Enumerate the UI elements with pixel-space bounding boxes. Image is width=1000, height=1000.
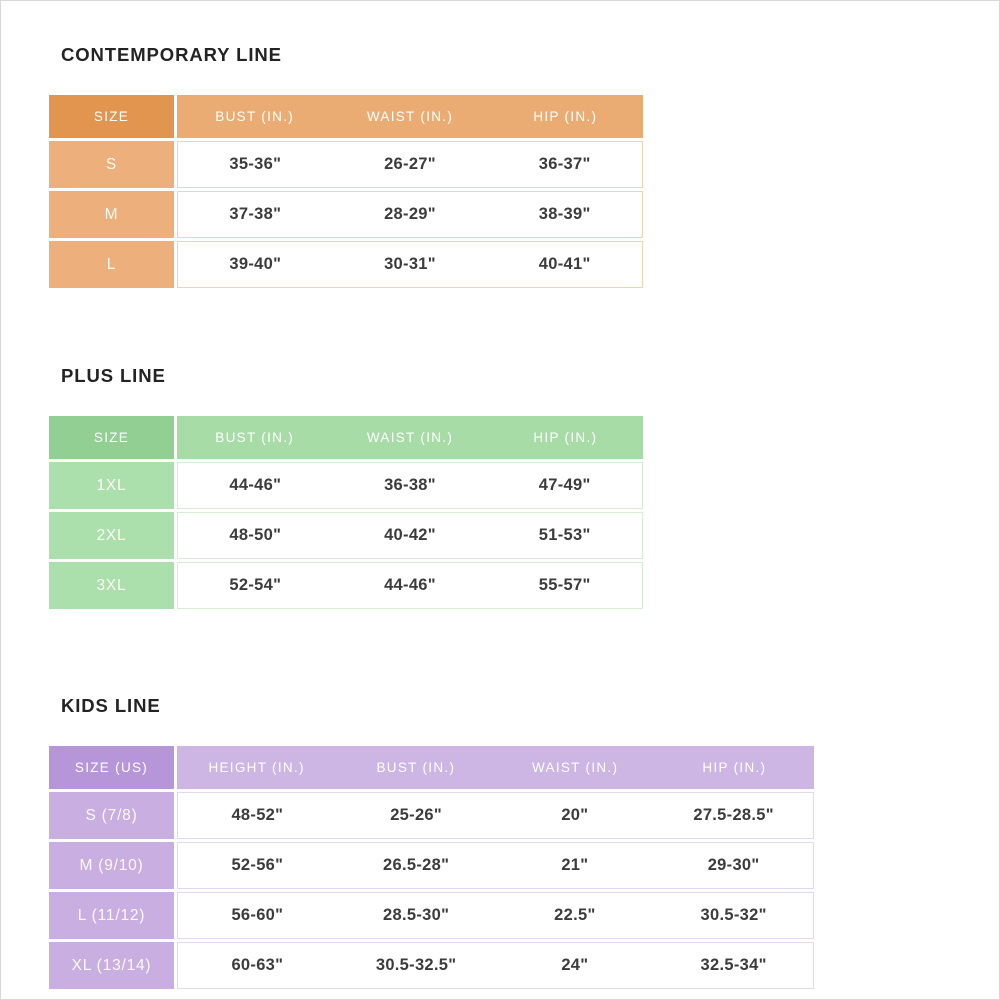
measurement-value: 30-31" bbox=[384, 255, 436, 273]
measurement-value: 55-57" bbox=[538, 576, 591, 594]
size-label-1xl: 1XL bbox=[49, 462, 174, 509]
size-section-contemporary-line: CONTEMPORARY LINE SIZE BUST (IN.) WAIST (IN… bbox=[49, 44, 999, 288]
size-label-l: L bbox=[49, 241, 174, 288]
size-table-kids-line: SIZE (US) HEIGHT (IN.) BUST (IN.) WAIST (IN… bbox=[49, 746, 814, 989]
table-row: XL (13/14) 60-63" 30.5-32.5" 24" 32.5-34" bbox=[49, 942, 814, 989]
size-label-2xl: 2XL bbox=[49, 512, 174, 559]
measurement-row: 52-54" 44-46" 55-57" bbox=[177, 562, 643, 609]
measurement-row: 60-63" 30.5-32.5" 24" 32.5-34" bbox=[177, 942, 814, 989]
column-header-size: SIZE bbox=[49, 416, 174, 459]
table-row: 2XL 48-50" 40-42" 51-53" bbox=[49, 512, 643, 559]
measurement-value: 27.5-28.5" bbox=[693, 806, 774, 824]
measurement-value: 56-60" bbox=[231, 906, 284, 924]
size-label-s: S bbox=[49, 141, 174, 188]
measurement-value: 26.5-28" bbox=[383, 856, 450, 874]
measurement-value: 29-30" bbox=[707, 856, 760, 874]
measurement-row: 44-46" 36-38" 47-49" bbox=[177, 462, 643, 509]
table-row: L 39-40" 30-31" 40-41" bbox=[49, 241, 643, 288]
measurement-value: 36-38" bbox=[384, 476, 436, 494]
column-header-bust-in: BUST (IN.) bbox=[376, 760, 456, 775]
measurement-value: 26-27" bbox=[384, 155, 436, 173]
measurement-value: 37-38" bbox=[229, 205, 282, 223]
size-table-contemporary-line: SIZE BUST (IN.) WAIST (IN.) HIP (IN.) S 35-36… bbox=[49, 95, 643, 288]
measurement-value: 52-54" bbox=[229, 576, 282, 594]
measurement-value: 28-29" bbox=[384, 205, 436, 223]
measurement-value: 39-40" bbox=[229, 255, 282, 273]
column-header-hip-in: HIP (IN.) bbox=[533, 109, 598, 124]
measurement-value: 40-41" bbox=[538, 255, 591, 273]
column-headers: BUST (IN.) WAIST (IN.) HIP (IN.) bbox=[177, 416, 643, 459]
table-row: M (9/10) 52-56" 26.5-28" 21" 29-30" bbox=[49, 842, 814, 889]
table-header-row: SIZE BUST (IN.) WAIST (IN.) HIP (IN.) bbox=[49, 416, 643, 459]
measurement-row: 37-38" 28-29" 38-39" bbox=[177, 191, 643, 238]
measurement-value: 30.5-32.5" bbox=[375, 956, 457, 974]
size-section-kids-line: KIDS LINE SIZE (US) HEIGHT (IN.) BUST (IN.)… bbox=[49, 695, 999, 989]
measurement-value: 25-26" bbox=[390, 806, 443, 824]
table-row: S (7/8) 48-52" 25-26" 20" 27.5-28.5" bbox=[49, 792, 814, 839]
measurement-value: 51-53" bbox=[538, 526, 591, 544]
column-header-size: SIZE bbox=[49, 95, 174, 138]
table-row: L (11/12) 56-60" 28.5-30" 22.5" 30.5-32" bbox=[49, 892, 814, 939]
column-header-bust-in: BUST (IN.) bbox=[215, 430, 295, 445]
column-header-hip-in: HIP (IN.) bbox=[533, 430, 598, 445]
measurement-row: 48-52" 25-26" 20" 27.5-28.5" bbox=[177, 792, 814, 839]
measurement-row: 35-36" 26-27" 36-37" bbox=[177, 141, 643, 188]
measurement-value: 22.5" bbox=[554, 906, 596, 924]
column-header-bust-in: BUST (IN.) bbox=[215, 109, 295, 124]
measurement-value: 44-46" bbox=[384, 576, 436, 594]
section-title-contemporary-line: CONTEMPORARY LINE bbox=[61, 44, 282, 65]
column-header-waist-in: WAIST (IN.) bbox=[531, 760, 619, 775]
measurement-value: 30.5-32" bbox=[700, 906, 767, 924]
column-headers: BUST (IN.) WAIST (IN.) HIP (IN.) bbox=[177, 95, 643, 138]
measurement-value: 48-50" bbox=[229, 526, 282, 544]
size-label-m-9-10: M (9/10) bbox=[49, 842, 174, 889]
column-header-height-in: HEIGHT (IN.) bbox=[208, 760, 305, 775]
measurement-value: 35-36" bbox=[229, 155, 282, 173]
table-header-row: SIZE (US) HEIGHT (IN.) BUST (IN.) WAIST (IN… bbox=[49, 746, 814, 789]
measurement-value: 60-63" bbox=[231, 956, 284, 974]
size-section-plus-line: PLUS LINE SIZE BUST (IN.) WAIST (IN.) HIP (I… bbox=[49, 365, 999, 609]
size-label-3xl: 3XL bbox=[49, 562, 174, 609]
measurement-value: 20" bbox=[561, 806, 589, 824]
measurement-value: 21" bbox=[561, 856, 589, 874]
table-row: M 37-38" 28-29" 38-39" bbox=[49, 191, 643, 238]
size-table-plus-line: SIZE BUST (IN.) WAIST (IN.) HIP (IN.) 1XL 44-… bbox=[49, 416, 643, 609]
column-header-size: SIZE (US) bbox=[49, 746, 174, 789]
column-header-waist-in: WAIST (IN.) bbox=[366, 430, 454, 445]
measurement-value: 44-46" bbox=[229, 476, 282, 494]
size-label-l-11-12: L (11/12) bbox=[49, 892, 174, 939]
measurement-value: 40-42" bbox=[384, 526, 436, 544]
size-label-xl-13-14: XL (13/14) bbox=[49, 942, 174, 989]
table-header-row: SIZE BUST (IN.) WAIST (IN.) HIP (IN.) bbox=[49, 95, 643, 138]
sections: CONTEMPORARY LINE SIZE BUST (IN.) WAIST (IN… bbox=[1, 44, 999, 989]
measurement-row: 52-56" 26.5-28" 21" 29-30" bbox=[177, 842, 814, 889]
table-row: S 35-36" 26-27" 36-37" bbox=[49, 141, 643, 188]
section-title-kids-line: KIDS LINE bbox=[61, 695, 161, 716]
size-label-m: M bbox=[49, 191, 174, 238]
column-header-waist-in: WAIST (IN.) bbox=[366, 109, 454, 124]
measurement-value: 28.5-30" bbox=[383, 906, 450, 924]
section-title-plus-line: PLUS LINE bbox=[61, 365, 166, 386]
table-row: 1XL 44-46" 36-38" 47-49" bbox=[49, 462, 643, 509]
measurement-value: 47-49" bbox=[538, 476, 591, 494]
measurement-value: 52-56" bbox=[231, 856, 284, 874]
measurement-value: 48-52" bbox=[231, 806, 284, 824]
measurement-value: 38-39" bbox=[538, 205, 591, 223]
measurement-row: 56-60" 28.5-30" 22.5" 30.5-32" bbox=[177, 892, 814, 939]
measurement-value: 32.5-34" bbox=[700, 956, 767, 974]
column-headers: HEIGHT (IN.) BUST (IN.) WAIST (IN.) HIP (IN… bbox=[177, 746, 814, 789]
measurement-value: 36-37" bbox=[538, 155, 591, 173]
table-row: 3XL 52-54" 44-46" 55-57" bbox=[49, 562, 643, 609]
size-label-s-7-8: S (7/8) bbox=[49, 792, 174, 839]
measurement-row: 39-40" 30-31" 40-41" bbox=[177, 241, 643, 288]
measurement-value: 24" bbox=[561, 956, 589, 974]
column-header-hip-in: HIP (IN.) bbox=[702, 760, 767, 775]
measurement-row: 48-50" 40-42" 51-53" bbox=[177, 512, 643, 559]
